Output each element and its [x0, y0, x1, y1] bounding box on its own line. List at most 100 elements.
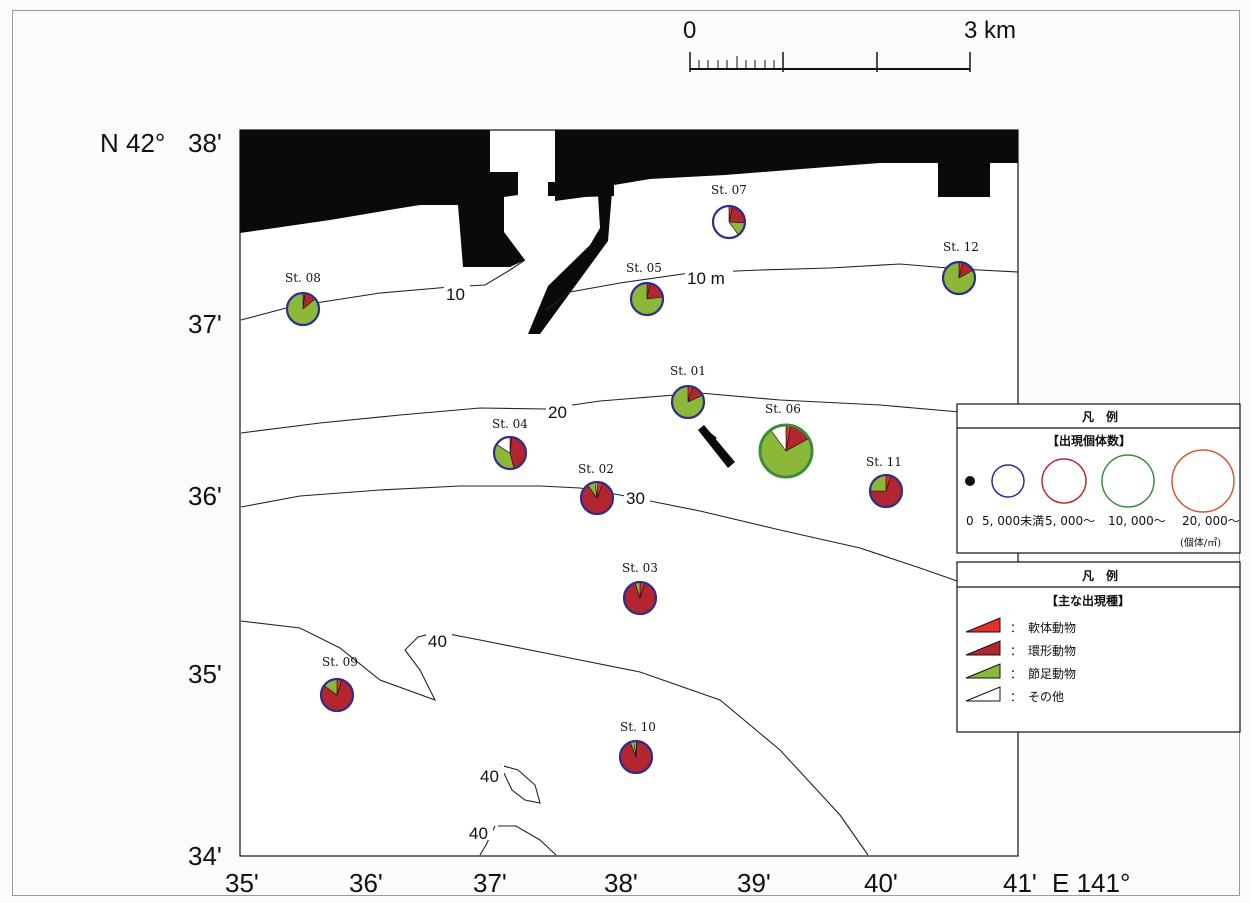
station-pie	[579, 480, 615, 516]
contour-label-10-west: 10	[446, 285, 465, 304]
station-label: St. 08	[285, 271, 321, 285]
station-pie	[285, 291, 321, 327]
station-label: St. 02	[578, 462, 614, 476]
pie-ring	[319, 677, 355, 713]
station-label: St. 10	[620, 720, 656, 734]
lat-label-34: 34'	[188, 841, 222, 871]
station-09: St. 09	[319, 655, 358, 713]
contour-labels: 10 10 m 20 30 40 40 40	[426, 267, 733, 843]
latitude-axis: N 42° 38' 37' 36' 35' 34'	[100, 128, 222, 871]
land-mass	[240, 130, 1018, 468]
legend-ring-5000	[1041, 458, 1087, 504]
lat-label-35: 35'	[188, 659, 222, 689]
legend-ring-20000	[1171, 449, 1235, 513]
legend-ring-lt5000	[991, 464, 1025, 498]
contour-label-20: 20	[548, 403, 567, 422]
legend-dot-zero	[965, 476, 975, 486]
longitude-axis: 35' 36' 37' 38' 39' 40' 41' E 141°	[225, 868, 1130, 898]
legend-ring-10000	[1101, 454, 1155, 508]
pie-ring	[670, 384, 706, 420]
legend-species: 凡 例 【主な出現種】 ： 軟体動物 ： 環形動物 ： 節足動物 ： その他	[956, 561, 1241, 733]
pie-ring	[579, 480, 615, 516]
scale-end-label: 3 km	[964, 17, 1016, 44]
pie-ring	[285, 291, 321, 327]
legend-abundance-title: 凡 例	[1082, 409, 1118, 424]
station-pie	[711, 204, 747, 240]
station-03: St. 03	[622, 561, 658, 616]
legend-label-5000: 5, 000～	[1045, 514, 1095, 528]
legend-item-arthropoda: ： 節足動物	[1010, 666, 1076, 681]
legend-abundance: 凡 例 【出現個体数】 0 5, 000未満 5, 000～ 10, 000～ …	[956, 403, 1241, 554]
contour-label-30: 30	[626, 489, 645, 508]
station-label: St. 04	[492, 417, 528, 431]
station-label: St. 06	[765, 402, 801, 416]
legend-label-10000: 10, 000～	[1108, 514, 1166, 528]
station-01: St. 01	[670, 364, 706, 420]
station-07: St. 07	[711, 183, 747, 240]
station-08: St. 08	[285, 271, 321, 327]
pie-ring	[868, 473, 904, 509]
arthropoda-swatch-icon	[965, 663, 1001, 679]
station-label: St. 11	[866, 455, 902, 469]
contour-label-40-a: 40	[428, 632, 447, 651]
station-label: St. 01	[670, 364, 706, 378]
pie-ring	[629, 281, 665, 317]
pie-ring	[492, 435, 528, 471]
station-pie	[941, 260, 977, 296]
pie-ring	[758, 423, 814, 479]
legend-label-20000: 20, 000～	[1182, 514, 1240, 528]
lon-label-40: 40'	[864, 868, 898, 898]
pie-ring	[618, 739, 654, 775]
legend-label-lt5000: 5, 000未満	[982, 514, 1044, 528]
other-swatch-icon	[965, 686, 1001, 702]
station-pie	[868, 473, 904, 509]
contour-label-40-b: 40	[480, 767, 499, 786]
station-pie	[618, 739, 654, 775]
pie-ring	[622, 580, 658, 616]
scale-start-label: 0	[683, 17, 696, 44]
legend-species-subtitle: 【主な出現種】	[1046, 593, 1130, 608]
station-label: St. 07	[711, 183, 747, 197]
lat-prefix-label: N 42°	[100, 128, 165, 158]
station-11: St. 11	[866, 455, 904, 509]
station-10: St. 10	[618, 720, 656, 775]
annelida-swatch-icon	[965, 640, 1001, 656]
station-05: St. 05	[626, 261, 665, 317]
lat-label-36: 36'	[188, 481, 222, 511]
mollusca-swatch-icon	[965, 617, 1001, 633]
legend-item-mollusca: ： 軟体動物	[1010, 620, 1076, 635]
station-pie	[622, 580, 658, 616]
station-04: St. 04	[492, 417, 528, 471]
map-area: 10 10 m 20 30 40 40 40 St. 01 St. 02	[239, 129, 1019, 857]
legend-label-zero: 0	[966, 514, 974, 528]
station-label: St. 05	[626, 261, 662, 275]
legend-unit-label: (個体/㎡)	[1180, 536, 1221, 549]
lon-label-35: 35'	[225, 868, 259, 898]
station-02: St. 02	[578, 462, 615, 516]
station-pie	[670, 384, 706, 420]
lat-label-38: 38'	[188, 128, 222, 158]
station-06: St. 06	[758, 402, 814, 479]
contour-label-40-c: 40	[469, 824, 488, 843]
lat-label-37: 37'	[188, 309, 222, 339]
lon-label-38: 38'	[604, 868, 638, 898]
lon-suffix-label: E 141°	[1052, 868, 1130, 898]
legend-item-annelida: ： 環形動物	[1010, 644, 1076, 658]
contour-label-10m: 10 m	[687, 269, 725, 288]
station-pie	[319, 677, 355, 713]
legend-item-other: ： その他	[1010, 690, 1064, 704]
pie-ring	[941, 260, 977, 296]
station-label: St. 03	[622, 561, 658, 575]
lon-label-39: 39'	[737, 868, 771, 898]
lon-label-36: 36'	[349, 868, 383, 898]
station-label: St. 12	[943, 240, 979, 254]
station-12: St. 12	[941, 240, 979, 296]
station-pie	[629, 281, 665, 317]
station-pie	[758, 423, 814, 479]
legend-species-title: 凡 例	[1082, 568, 1118, 583]
station-pie	[492, 435, 528, 471]
station-label: St. 09	[322, 655, 358, 669]
legend-abundance-subtitle: 【出現個体数】	[1047, 433, 1131, 448]
scale-bar: 0 3 km	[683, 17, 1016, 72]
